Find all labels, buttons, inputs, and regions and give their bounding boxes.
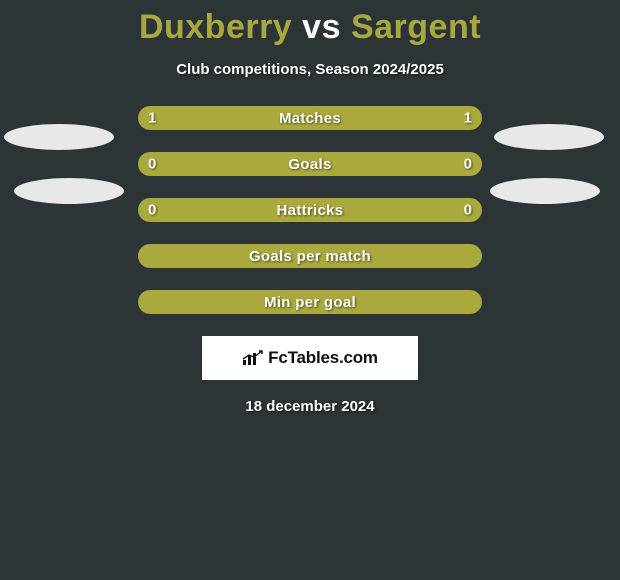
date-text: 18 december 2024 (0, 398, 620, 415)
page-title: Duxberry vs Sargent (0, 0, 620, 47)
player2-badge-2 (490, 178, 600, 204)
stat-left-value: 0 (148, 156, 156, 173)
stat-row-min-per-goal: Min per goal (138, 290, 482, 314)
player1-name: Duxberry (139, 8, 292, 46)
stat-label: Hattricks (277, 202, 344, 219)
stat-row-hattricks: 0 Hattricks 0 (138, 198, 482, 222)
source-logo[interactable]: FcTables.com (202, 336, 418, 380)
stat-label: Goals per match (249, 248, 371, 265)
player2-name: Sargent (351, 8, 481, 46)
stat-left-value: 0 (148, 202, 156, 219)
stat-label: Matches (279, 110, 341, 127)
player2-badge-top (494, 124, 604, 150)
subtitle: Club competitions, Season 2024/2025 (0, 61, 620, 78)
logo-text: FcTables.com (268, 348, 378, 368)
player1-badge-2 (14, 178, 124, 204)
stat-left-value: 1 (148, 110, 156, 127)
stat-row-goals: 0 Goals 0 (138, 152, 482, 176)
player1-badge-top (4, 124, 114, 150)
stat-label: Min per goal (264, 294, 356, 311)
stat-label: Goals (288, 156, 331, 173)
stat-right-value: 1 (464, 110, 472, 127)
stat-row-goals-per-match: Goals per match (138, 244, 482, 268)
vs-text: vs (302, 8, 341, 46)
stat-right-value: 0 (464, 202, 472, 219)
stat-right-value: 0 (464, 156, 472, 173)
bar-chart-icon (242, 350, 262, 366)
stat-row-matches: 1 Matches 1 (138, 106, 482, 130)
